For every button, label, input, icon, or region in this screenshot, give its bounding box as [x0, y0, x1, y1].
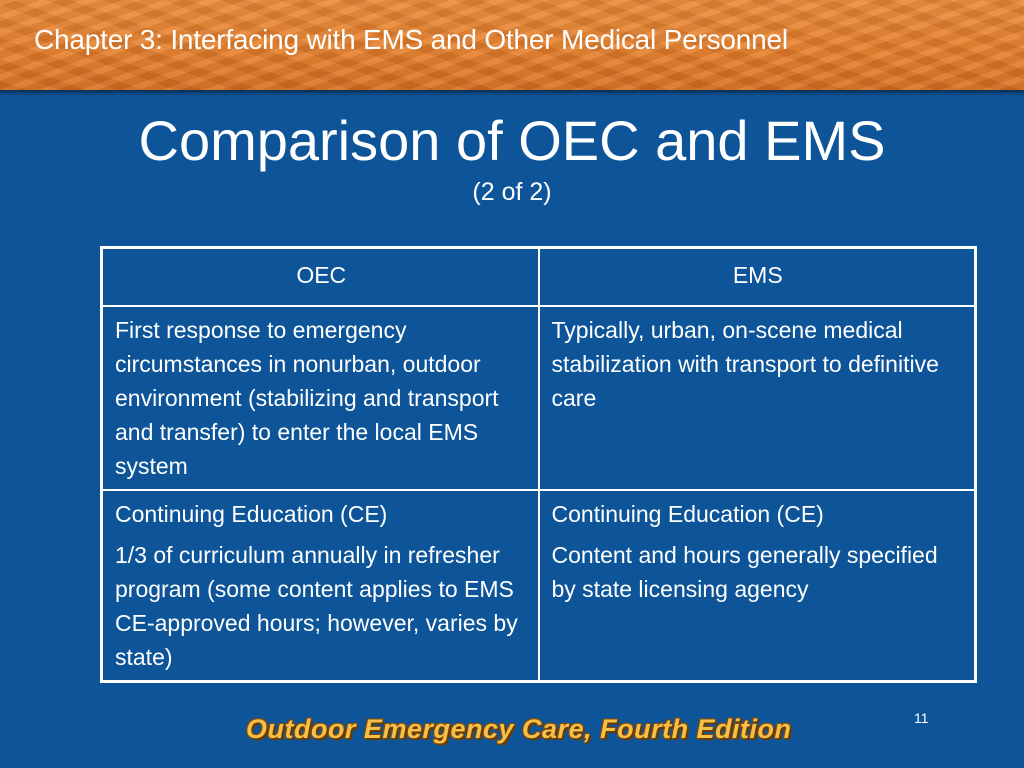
page-number: 11	[914, 710, 929, 726]
header-band	[0, 0, 1024, 90]
cell-text: Content and hours generally specified by…	[551, 542, 938, 602]
chapter-title: Chapter 3: Interfacing with EMS and Othe…	[34, 24, 788, 55]
table-header-row: OEC EMS	[100, 246, 977, 307]
slide-subtitle: (2 of 2)	[472, 178, 552, 206]
header-shadow	[0, 90, 1024, 96]
cell-text: 1/3 of curriculum annually in refresher …	[115, 542, 518, 670]
cell-text: Continuing Education (CE)	[115, 501, 388, 527]
slide-title: Comparison of OEC and EMS	[138, 109, 886, 172]
book-logo: Outdoor Emergency Care, Fourth Edition	[246, 714, 792, 744]
cell-text: Continuing Education (CE)	[551, 501, 824, 527]
comparison-table: OEC EMS First response to emergency circ…	[100, 246, 977, 683]
cell-text: First response to emergency circumstance…	[115, 317, 499, 479]
table-row: First response to emergency circumstance…	[100, 305, 977, 491]
cell-text: Typically, urban, on-scene medical stabi…	[551, 317, 939, 411]
table-cell-ems: Continuing Education (CE) Content and ho…	[537, 489, 977, 683]
column-header-ems: EMS	[537, 246, 977, 307]
table-cell-ems: Typically, urban, on-scene medical stabi…	[537, 305, 977, 491]
table-cell-oec: Continuing Education (CE) 1/3 of curricu…	[100, 489, 540, 683]
column-header-oec: OEC	[100, 246, 540, 307]
table-row: Continuing Education (CE) 1/3 of curricu…	[100, 489, 977, 683]
comparison-table-container: OEC EMS First response to emergency circ…	[100, 246, 977, 683]
table-cell-oec: First response to emergency circumstance…	[100, 305, 540, 491]
